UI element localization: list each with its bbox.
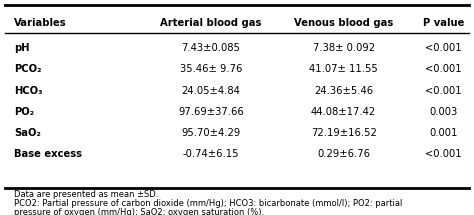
Text: 7.38± 0.092: 7.38± 0.092 xyxy=(312,43,375,53)
Text: PCO₂: PCO₂ xyxy=(14,64,42,74)
Text: <0.001: <0.001 xyxy=(425,43,462,53)
Text: P value: P value xyxy=(422,18,464,28)
Text: Venous blood gas: Venous blood gas xyxy=(294,18,393,28)
Text: PCO2: Partial pressure of carbon dioxide (mm/Hg); HCO3: bicarbonate (mmol/l); PO: PCO2: Partial pressure of carbon dioxide… xyxy=(14,199,402,208)
Text: 0.003: 0.003 xyxy=(429,107,457,117)
Text: 0.001: 0.001 xyxy=(429,128,457,138)
Text: -0.74±6.15: -0.74±6.15 xyxy=(182,149,239,159)
Text: Arterial blood gas: Arterial blood gas xyxy=(160,18,262,28)
Text: Base excess: Base excess xyxy=(14,149,82,159)
Text: 24.05±4.84: 24.05±4.84 xyxy=(182,86,240,95)
Text: HCO₃: HCO₃ xyxy=(14,86,43,95)
Text: 24.36±5.46: 24.36±5.46 xyxy=(314,86,373,95)
Text: <0.001: <0.001 xyxy=(425,149,462,159)
Text: <0.001: <0.001 xyxy=(425,86,462,95)
Text: <0.001: <0.001 xyxy=(425,64,462,74)
Text: pH: pH xyxy=(14,43,30,53)
Text: Variables: Variables xyxy=(14,18,67,28)
Text: 35.46± 9.76: 35.46± 9.76 xyxy=(180,64,242,74)
Text: Data are presented as mean ±SD.: Data are presented as mean ±SD. xyxy=(14,190,159,199)
Text: 7.43±0.085: 7.43±0.085 xyxy=(182,43,240,53)
Text: 72.19±16.52: 72.19±16.52 xyxy=(311,128,376,138)
Text: 44.08±17.42: 44.08±17.42 xyxy=(311,107,376,117)
Text: pressure of oxygen (mm/Hg); SaO2; oxygen saturation (%).: pressure of oxygen (mm/Hg); SaO2; oxygen… xyxy=(14,208,264,215)
Text: 0.29±6.76: 0.29±6.76 xyxy=(317,149,370,159)
Text: 41.07± 11.55: 41.07± 11.55 xyxy=(309,64,378,74)
Text: SaO₂: SaO₂ xyxy=(14,128,41,138)
Text: 97.69±37.66: 97.69±37.66 xyxy=(178,107,244,117)
Text: 95.70±4.29: 95.70±4.29 xyxy=(181,128,240,138)
Text: PO₂: PO₂ xyxy=(14,107,34,117)
